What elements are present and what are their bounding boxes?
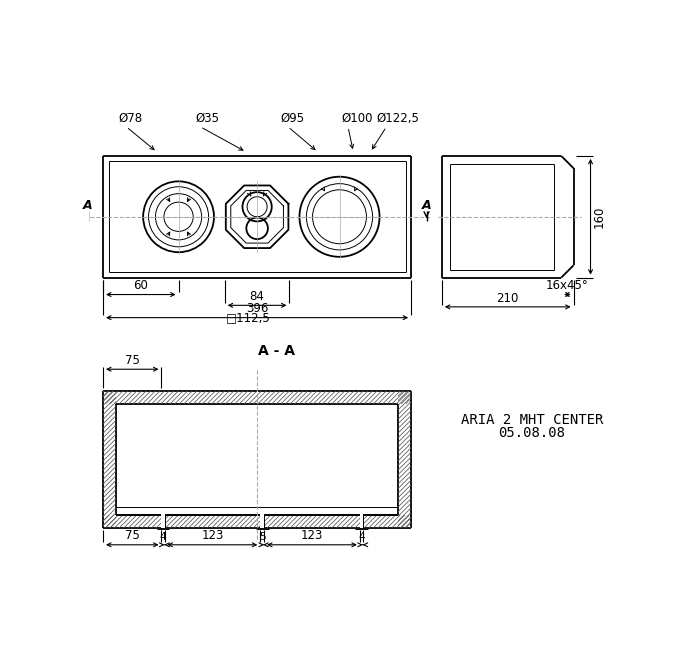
Text: □112,5: □112,5 [226, 312, 271, 324]
Text: Ø35: Ø35 [195, 112, 220, 125]
Text: A: A [421, 199, 431, 212]
Text: 160: 160 [593, 206, 606, 228]
Bar [162, 510, 164, 528]
Text: 4: 4 [358, 533, 365, 542]
Text: Ø100: Ø100 [342, 112, 373, 125]
Bar [260, 510, 264, 528]
Text: Ø122,5: Ø122,5 [377, 112, 419, 125]
Text: 5: 5 [259, 533, 265, 542]
Text: 16x45°: 16x45° [546, 279, 589, 292]
Text: Ø95: Ø95 [280, 112, 304, 125]
Text: 123: 123 [201, 530, 223, 542]
Text: 210: 210 [496, 292, 519, 304]
Text: 05.08.08: 05.08.08 [498, 426, 566, 440]
Text: 396: 396 [246, 303, 268, 315]
Text: 75: 75 [125, 530, 140, 542]
Text: 123: 123 [301, 530, 323, 542]
Text: ARIA 2 MHT CENTER: ARIA 2 MHT CENTER [461, 413, 603, 427]
Text: 4: 4 [160, 533, 167, 542]
Bar [360, 510, 363, 528]
Text: Ø78: Ø78 [118, 112, 143, 125]
Text: 75: 75 [125, 354, 140, 367]
Text: 60: 60 [134, 279, 148, 292]
Text: A - A: A - A [258, 344, 295, 359]
Text: A: A [83, 199, 92, 212]
Text: 84: 84 [250, 290, 265, 303]
